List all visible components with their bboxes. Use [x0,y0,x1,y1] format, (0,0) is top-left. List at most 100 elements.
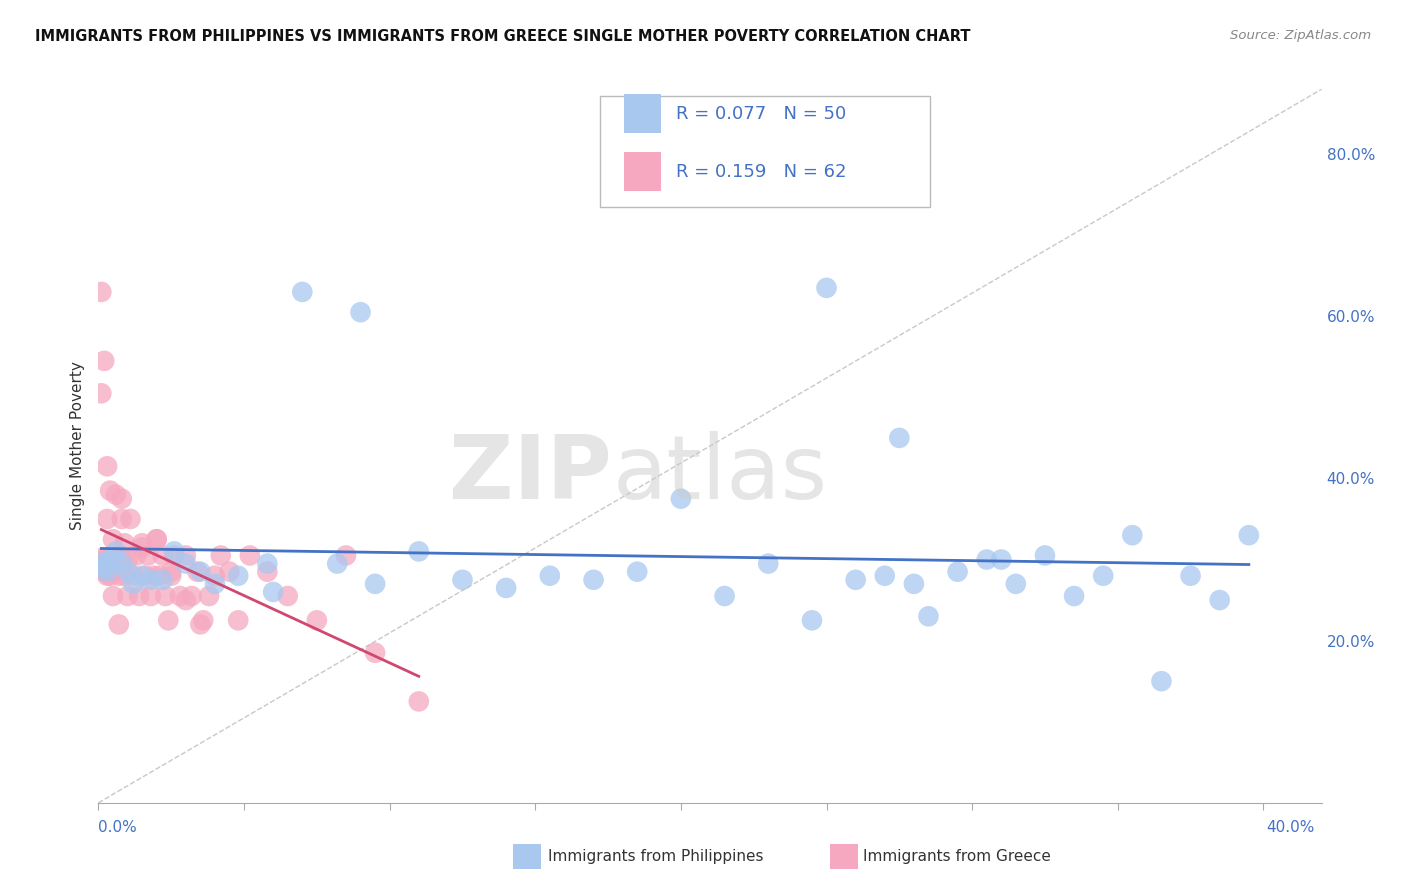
Point [93,552,115,566]
Point [98,552,121,566]
Text: R = 0.159   N = 62: R = 0.159 N = 62 [676,162,846,180]
Point [845,573,868,587]
Point [131,541,153,555]
Point [96,568,118,582]
Point [801,613,824,627]
Point [408,544,430,558]
Point [139,589,162,603]
Point [349,305,371,319]
Point [209,549,232,563]
Point [451,573,474,587]
Point [1092,568,1115,582]
Text: atlas: atlas [612,431,827,518]
Point [305,613,328,627]
Text: 0.0%: 0.0% [98,821,138,835]
Point [198,589,221,603]
Point [101,589,124,603]
Point [186,565,208,579]
Point [111,512,134,526]
Point [96,512,118,526]
Point [277,589,299,603]
Point [134,568,156,582]
Point [815,281,838,295]
Point [93,565,115,579]
Point [155,589,177,603]
Point [335,549,357,563]
Point [188,617,212,632]
Point [96,459,118,474]
Point [111,557,134,571]
Point [93,354,115,368]
Point [669,491,692,506]
Point [139,573,162,587]
Point [152,549,174,563]
Point [1004,577,1026,591]
Point [122,568,145,582]
Point [114,536,136,550]
Point [90,557,112,571]
Point [90,386,112,401]
Point [104,552,127,566]
Point [163,544,186,558]
Point [256,557,278,571]
Point [90,557,112,571]
Point [120,512,142,526]
Y-axis label: Single Mother Poverty: Single Mother Poverty [69,361,84,531]
Point [917,609,939,624]
Point [538,568,561,582]
Point [1208,593,1232,607]
Point [873,568,896,582]
Point [131,568,153,582]
Point [160,565,183,579]
Point [1121,528,1143,542]
Point [193,613,215,627]
Text: R = 0.077   N = 50: R = 0.077 N = 50 [676,105,846,123]
Text: 40.0%: 40.0% [1267,821,1315,835]
Point [152,573,174,587]
Text: Immigrants from Philippines: Immigrants from Philippines [548,849,763,863]
Point [98,483,121,498]
FancyBboxPatch shape [600,96,931,207]
Point [108,617,131,632]
Point [174,549,197,563]
Point [889,431,911,445]
Point [117,565,139,579]
Point [582,573,605,587]
Point [756,557,779,571]
Point [117,589,139,603]
Point [291,285,314,299]
Point [364,646,387,660]
Point [180,589,202,603]
Point [1237,528,1260,542]
Point [218,565,240,579]
Text: Source: ZipAtlas.com: Source: ZipAtlas.com [1230,29,1371,42]
Point [96,565,118,579]
Point [93,560,115,574]
Text: IMMIGRANTS FROM PHILIPPINES VS IMMIGRANTS FROM GREECE SINGLE MOTHER POVERTY CORR: IMMIGRANTS FROM PHILIPPINES VS IMMIGRANT… [35,29,970,44]
Point [122,577,145,591]
Point [108,568,131,582]
Point [976,552,998,566]
Point [174,593,197,607]
Point [226,568,249,582]
FancyBboxPatch shape [624,95,661,134]
Text: Immigrants from Greece: Immigrants from Greece [863,849,1052,863]
Point [239,549,262,563]
Point [903,577,925,591]
Point [125,549,148,563]
Point [204,577,226,591]
Point [1063,589,1085,603]
Point [98,568,121,582]
Point [1033,549,1056,563]
Point [145,533,167,547]
Point [946,565,969,579]
Point [495,581,517,595]
Point [136,549,159,563]
Point [163,549,186,563]
FancyBboxPatch shape [624,152,661,191]
Point [364,577,387,591]
Point [145,533,167,547]
Point [256,565,278,579]
Point [157,613,180,627]
Point [104,544,127,558]
